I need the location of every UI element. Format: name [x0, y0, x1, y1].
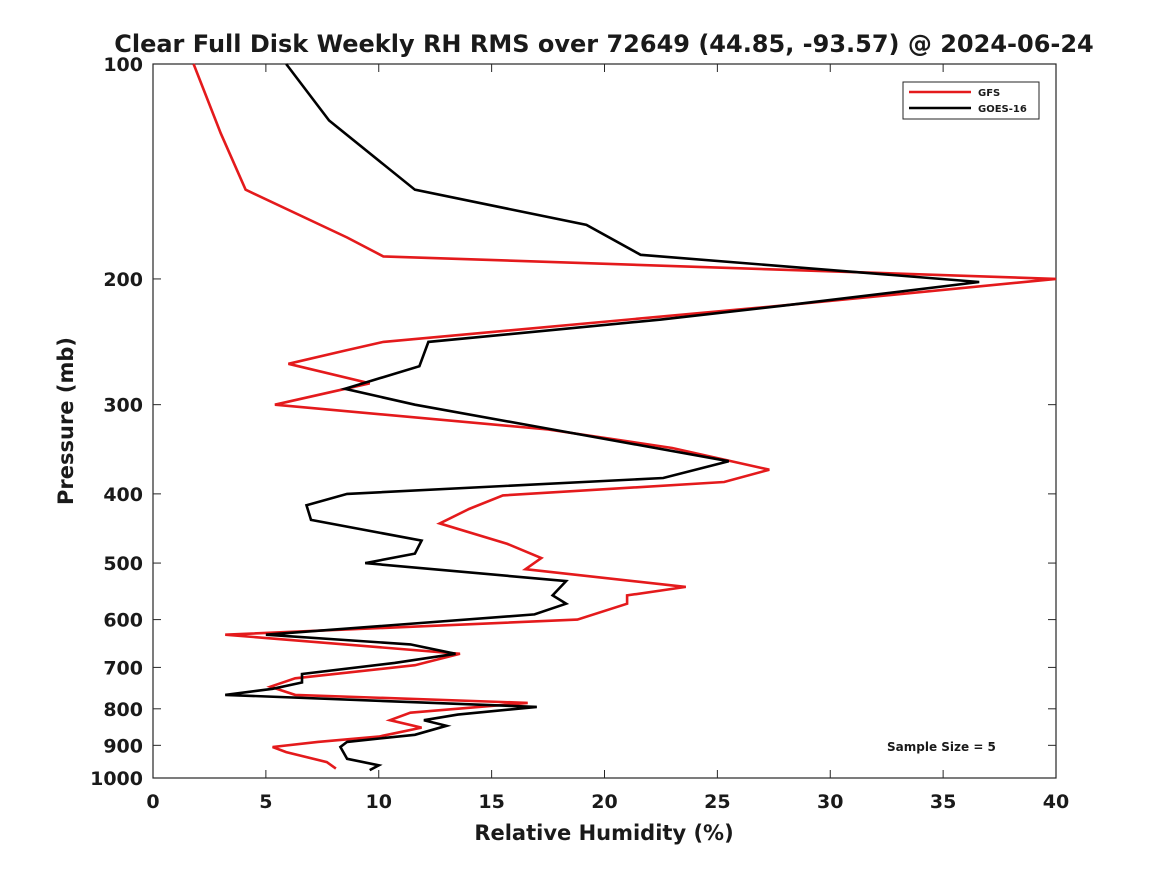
y-tick-label: 1000 — [90, 768, 143, 790]
x-tick-label: 35 — [930, 791, 956, 813]
y-tick-label: 200 — [103, 269, 143, 291]
x-tick-label: 20 — [591, 791, 617, 813]
x-axis: 0 5 10 15 20 25 30 35 40 — [146, 64, 1069, 813]
y-tick-label: 300 — [103, 395, 143, 417]
sample-size-annotation: Sample Size = 5 — [887, 740, 996, 754]
plot-area — [152, 63, 1057, 779]
x-tick-label: 5 — [259, 791, 272, 813]
y-tick-label: 400 — [103, 484, 143, 506]
series-line-goes-16 — [225, 63, 980, 772]
series-line-gfs — [192, 63, 1057, 770]
legend-label-gfs: GFS — [978, 88, 1000, 99]
x-tick-label: 25 — [704, 791, 730, 813]
chart-title: Clear Full Disk Weekly RH RMS over 72649… — [114, 30, 1094, 58]
x-tick-label: 0 — [146, 791, 159, 813]
y-tick-label: 700 — [103, 657, 143, 679]
x-tick-label: 30 — [817, 791, 843, 813]
y-tick-label: 600 — [103, 610, 143, 632]
y-tick-label: 500 — [103, 553, 143, 575]
y-tick-label: 800 — [103, 699, 143, 721]
series-lines — [192, 63, 1057, 772]
legend-box — [902, 81, 1040, 120]
x-tick-label: 40 — [1043, 791, 1069, 813]
y-axis-label: Pressure (mb) — [54, 337, 78, 505]
y-tick-label: 900 — [103, 735, 143, 757]
x-axis-label: Relative Humidity (%) — [474, 821, 733, 845]
y-tick-label: 100 — [103, 54, 143, 76]
legend-label-goes-16: GOES-16 — [978, 104, 1027, 115]
y-axis: 100 200 300 400 500 600 700 800 900 1000 — [90, 54, 1056, 790]
x-tick-label: 10 — [366, 791, 392, 813]
x-tick-label: 15 — [478, 791, 504, 813]
legend: GFS GOES-16 — [902, 81, 1040, 120]
